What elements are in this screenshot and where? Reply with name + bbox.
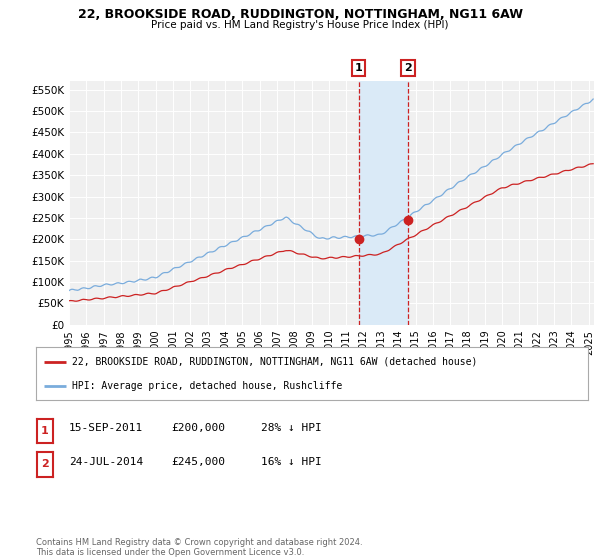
Text: £200,000: £200,000 xyxy=(171,423,225,433)
Text: 22, BROOKSIDE ROAD, RUDDINGTON, NOTTINGHAM, NG11 6AW (detached house): 22, BROOKSIDE ROAD, RUDDINGTON, NOTTINGH… xyxy=(72,357,477,367)
Text: Contains HM Land Registry data © Crown copyright and database right 2024.
This d: Contains HM Land Registry data © Crown c… xyxy=(36,538,362,557)
Text: 1: 1 xyxy=(41,426,49,436)
Bar xyxy=(359,81,408,325)
Text: 22, BROOKSIDE ROAD, RUDDINGTON, NOTTINGHAM, NG11 6AW: 22, BROOKSIDE ROAD, RUDDINGTON, NOTTINGH… xyxy=(77,8,523,21)
Text: HPI: Average price, detached house, Rushcliffe: HPI: Average price, detached house, Rush… xyxy=(72,381,342,391)
Text: 16% ↓ HPI: 16% ↓ HPI xyxy=(261,457,322,467)
Text: 28% ↓ HPI: 28% ↓ HPI xyxy=(261,423,322,433)
Text: 1: 1 xyxy=(355,63,362,73)
Text: 24-JUL-2014: 24-JUL-2014 xyxy=(69,457,143,467)
Text: 2: 2 xyxy=(41,459,49,469)
Text: Price paid vs. HM Land Registry's House Price Index (HPI): Price paid vs. HM Land Registry's House … xyxy=(151,20,449,30)
Text: £245,000: £245,000 xyxy=(171,457,225,467)
Text: 15-SEP-2011: 15-SEP-2011 xyxy=(69,423,143,433)
Text: 2: 2 xyxy=(404,63,412,73)
